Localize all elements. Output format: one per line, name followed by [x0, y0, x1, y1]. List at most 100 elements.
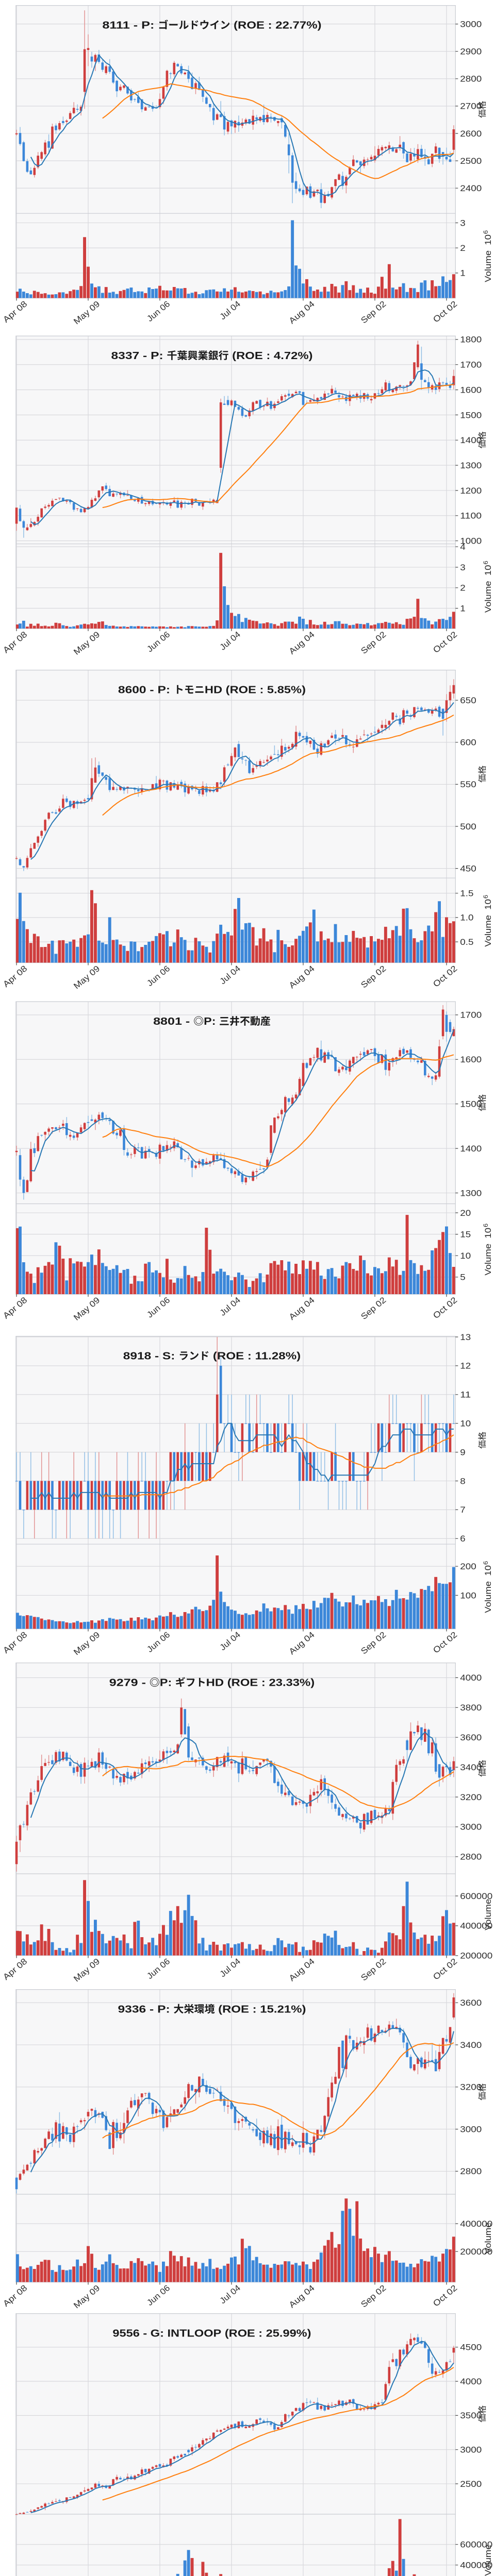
svg-text:1600: 1600 [460, 1055, 482, 1064]
svg-text:1.0: 1.0 [460, 913, 473, 923]
svg-text:200000: 200000 [460, 1952, 492, 1961]
svg-text:3600: 3600 [460, 1733, 482, 1742]
svg-text:5: 5 [460, 1273, 466, 1282]
svg-text:550: 550 [460, 780, 476, 789]
svg-text:1600: 1600 [460, 385, 482, 395]
svg-text:4: 4 [460, 543, 466, 552]
svg-text:8918 - S:: 8918 - S: [123, 1351, 178, 1362]
svg-text:200: 200 [460, 1562, 476, 1571]
svg-text:3600: 3600 [460, 1998, 482, 2008]
svg-text:1800: 1800 [460, 335, 482, 345]
svg-text:Volume: Volume [484, 1899, 493, 1930]
svg-text:1500: 1500 [460, 1100, 482, 1109]
svg-text:1400: 1400 [460, 436, 482, 445]
svg-text:3000: 3000 [460, 20, 482, 29]
svg-text:9279 -: 9279 - [109, 1677, 150, 1689]
svg-text:3000: 3000 [460, 1823, 482, 1832]
svg-text:Volume 10: Volume 10 [484, 234, 493, 282]
svg-text:3: 3 [460, 563, 466, 572]
svg-text:400000: 400000 [460, 1922, 492, 1931]
svg-text:11: 11 [460, 1391, 471, 1400]
svg-text:3000: 3000 [460, 2125, 482, 2134]
svg-text:8111 - P:: 8111 - P: [102, 20, 158, 31]
svg-text:450: 450 [460, 864, 476, 873]
svg-text:6: 6 [483, 1561, 489, 1565]
svg-text:2: 2 [460, 244, 466, 253]
svg-text:1300: 1300 [460, 1189, 482, 1198]
svg-text:3200: 3200 [460, 1793, 482, 1802]
svg-text:Volume 10: Volume 10 [484, 1228, 493, 1276]
svg-text:200000: 200000 [460, 2247, 492, 2257]
svg-text:8801 -: 8801 - [153, 1016, 193, 1027]
svg-text:6: 6 [483, 230, 489, 234]
svg-text:Volume 10: Volume 10 [484, 899, 493, 947]
svg-text:3200: 3200 [460, 2083, 482, 2092]
svg-text:2700: 2700 [460, 102, 482, 111]
svg-text:8: 8 [460, 1477, 466, 1486]
svg-text:100: 100 [460, 1591, 476, 1600]
svg-text:1: 1 [460, 269, 465, 278]
svg-text:1500: 1500 [460, 411, 482, 420]
svg-text:HD (ROE : 5.85%): HD (ROE : 5.85%) [205, 685, 306, 696]
svg-text:9336 - P:: 9336 - P: [118, 2004, 174, 2015]
svg-text:3400: 3400 [460, 1763, 482, 1772]
svg-text:2800: 2800 [460, 2167, 482, 2176]
svg-text:10: 10 [460, 1251, 471, 1261]
svg-text:650: 650 [460, 696, 476, 705]
svg-text:HD (ROE : 23.33%): HD (ROE : 23.33%) [206, 1677, 315, 1689]
svg-text:1200: 1200 [460, 486, 482, 496]
svg-text:1.5: 1.5 [460, 889, 473, 899]
svg-text:1700: 1700 [460, 361, 482, 370]
svg-text:13: 13 [460, 1333, 471, 1342]
svg-text:500: 500 [460, 822, 476, 832]
svg-text:1000: 1000 [460, 537, 482, 546]
svg-text:600000: 600000 [460, 2540, 492, 2550]
svg-text:9556 - G: INTLOOP (ROE : 25.99: 9556 - G: INTLOOP (ROE : 25.99%) [112, 2328, 311, 2340]
svg-text:1100: 1100 [460, 512, 482, 521]
svg-text:3400: 3400 [460, 2041, 482, 2050]
svg-text:400000: 400000 [460, 2561, 492, 2570]
svg-text:(ROE : 15.21%): (ROE : 15.21%) [215, 2004, 306, 2015]
svg-text:20: 20 [460, 1209, 471, 1218]
svg-text:3500: 3500 [460, 2411, 482, 2420]
svg-text:12: 12 [460, 1362, 471, 1371]
svg-text:15: 15 [460, 1230, 471, 1239]
svg-text:2900: 2900 [460, 47, 482, 57]
svg-text:Volume 10: Volume 10 [484, 1565, 493, 1613]
svg-text:P:: P: [204, 1016, 219, 1027]
svg-text:600: 600 [460, 738, 476, 748]
svg-text:2800: 2800 [460, 75, 482, 84]
svg-text:3800: 3800 [460, 1703, 482, 1713]
svg-text:400000: 400000 [460, 2219, 492, 2229]
svg-text:9: 9 [460, 1448, 465, 1457]
svg-text:(ROE : 11.28%): (ROE : 11.28%) [209, 1351, 301, 1362]
svg-text:Volume 10: Volume 10 [484, 565, 493, 613]
svg-text:6: 6 [460, 1534, 465, 1544]
svg-text:(ROE : 4.72%): (ROE : 4.72%) [229, 350, 313, 362]
svg-text:2500: 2500 [460, 2480, 482, 2489]
svg-text:600000: 600000 [460, 1892, 492, 1901]
svg-text:6: 6 [483, 561, 489, 564]
svg-text:8337 - P:: 8337 - P: [111, 350, 167, 362]
svg-text:1700: 1700 [460, 1011, 482, 1020]
svg-text:P:: P: [160, 1677, 175, 1689]
svg-text:1400: 1400 [460, 1144, 482, 1154]
svg-text:2400: 2400 [460, 184, 482, 193]
svg-text:2: 2 [460, 584, 466, 593]
svg-text:3000: 3000 [460, 2446, 482, 2455]
svg-text:7: 7 [460, 1505, 466, 1515]
svg-text:8600 - P:: 8600 - P: [118, 685, 174, 696]
svg-text:4000: 4000 [460, 1673, 482, 1683]
svg-text:(ROE : 22.77%): (ROE : 22.77%) [230, 20, 321, 31]
svg-text:4000: 4000 [460, 2377, 482, 2386]
svg-text:4500: 4500 [460, 2343, 482, 2352]
svg-text:6: 6 [483, 895, 489, 899]
svg-text:0.5: 0.5 [460, 938, 473, 947]
svg-text:3: 3 [460, 218, 466, 228]
svg-text:1300: 1300 [460, 461, 482, 470]
svg-text:2500: 2500 [460, 157, 482, 166]
svg-text:Volume: Volume [484, 2545, 493, 2576]
svg-text:6: 6 [483, 1224, 489, 1227]
svg-text:1: 1 [460, 604, 465, 613]
svg-text:Volume: Volume [484, 2223, 493, 2254]
